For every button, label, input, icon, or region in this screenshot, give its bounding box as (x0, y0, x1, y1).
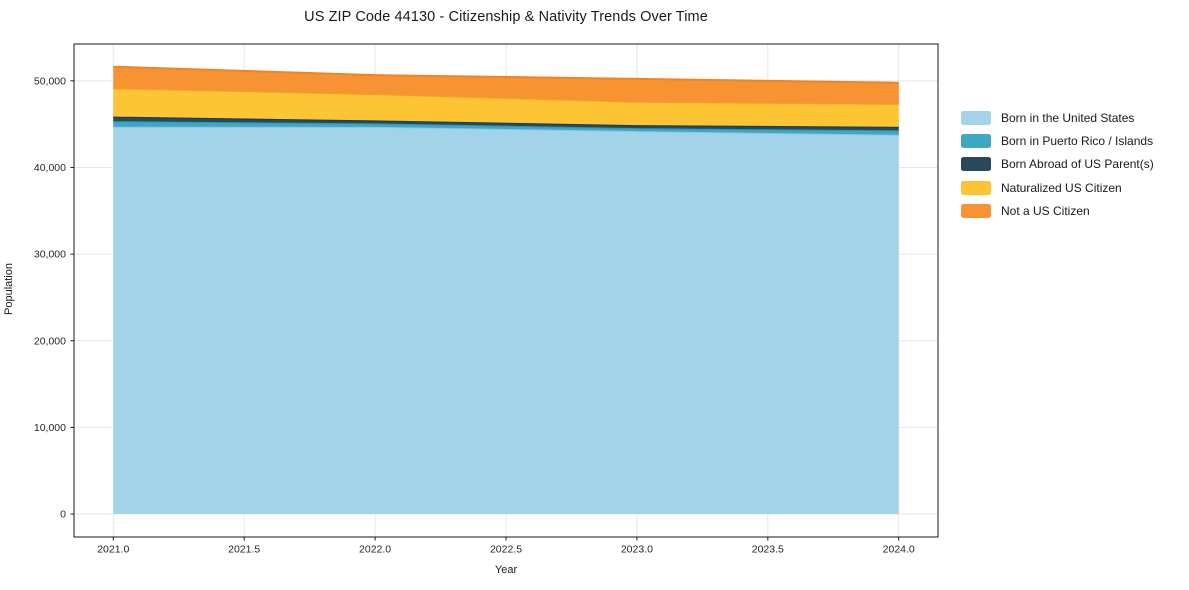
x-tick-label: 2024.0 (883, 544, 915, 556)
legend-label: Born in Puerto Rico / Islands (1001, 134, 1154, 149)
legend-item-born-in-the-united-states: Born in the United States (961, 106, 1154, 129)
y-tick-label: 10,000 (34, 422, 66, 434)
legend-label: Born in the United States (1001, 110, 1135, 125)
x-tick-label: 2023.5 (752, 544, 784, 556)
edge-not-a-us-citizen (113, 65, 899, 84)
x-tick-label: 2022.0 (359, 544, 391, 556)
chart-title: US ZIP Code 44130 - Citizenship & Nativi… (304, 9, 708, 25)
legend: Born in the United States Born in Puerto … (961, 106, 1154, 223)
y-axis-label: Population (3, 263, 15, 315)
legend-label: Not a US Citizen (1001, 204, 1090, 219)
legend-swatch-not-a-us-citizen (961, 204, 991, 219)
y-tick-label: 20,000 (34, 335, 66, 347)
area-naturalized-us-citizen (113, 88, 899, 127)
legend-label: Born Abroad of US Parent(s) (1001, 157, 1154, 172)
x-tick-label: 2021.0 (97, 544, 129, 556)
legend-item-not-a-us-citizen: Not a US Citizen (961, 200, 1154, 223)
legend-swatch-born-in-the-united-states (961, 110, 991, 125)
y-tick-label: 40,000 (34, 162, 66, 174)
legend-item-naturalized-us-citizen: Naturalized US Citizen (961, 176, 1154, 199)
legend-swatch-born-in-puerto-rico-islands (961, 134, 991, 149)
y-tick-label: 50,000 (34, 75, 66, 87)
x-tick-label: 2022.5 (490, 544, 522, 556)
legend-item-born-abroad-of-us-parent-s: Born Abroad of US Parent(s) (961, 153, 1154, 176)
legend-item-born-in-puerto-rico-islands: Born in Puerto Rico / Islands (961, 129, 1154, 152)
y-tick-label: 0 (60, 509, 66, 521)
legend-swatch-born-abroad-of-us-parent-s (961, 157, 991, 172)
x-tick-label: 2023.0 (621, 544, 653, 556)
area-born-in-the-united-states (113, 126, 899, 515)
x-tick-label: 2021.5 (228, 544, 260, 556)
legend-label: Naturalized US Citizen (1001, 180, 1122, 195)
area-not-a-us-citizen (113, 66, 899, 104)
legend-swatch-naturalized-us-citizen (961, 180, 991, 195)
area-born-in-puerto-rico-islands (113, 121, 899, 135)
x-axis-label: Year (494, 564, 518, 576)
y-tick-label: 30,000 (34, 249, 66, 261)
